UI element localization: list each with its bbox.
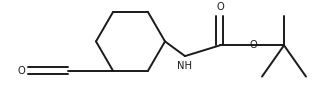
Text: O: O (17, 66, 25, 76)
Text: O: O (216, 2, 224, 12)
Text: NH: NH (177, 61, 193, 71)
Text: O: O (249, 40, 257, 50)
